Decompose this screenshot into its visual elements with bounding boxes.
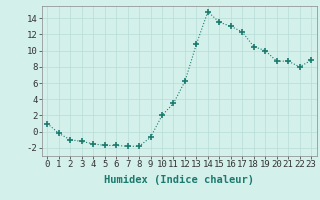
- X-axis label: Humidex (Indice chaleur): Humidex (Indice chaleur): [104, 175, 254, 185]
